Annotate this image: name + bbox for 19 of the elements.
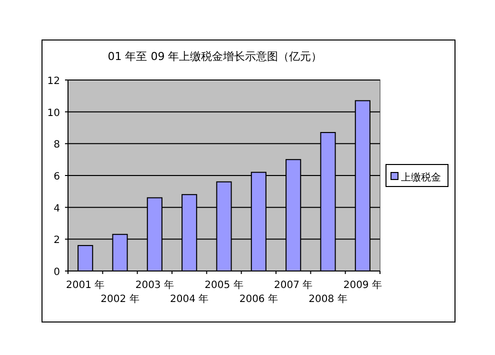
x-tick-label: 2002 年 [100,293,140,305]
x-tick-label: 2004 年 [170,293,209,305]
y-tick-label: 2 [54,235,60,246]
x-tick-label: 2005 年 [204,279,244,291]
y-tick-label: 4 [54,203,60,214]
x-tick-label: 2008 年 [308,293,348,305]
legend-label: 上缴税金 [401,172,441,184]
x-tick-label: 2001 年 [66,279,105,291]
bar [78,245,94,272]
x-tick-label: 2006 年 [239,293,278,305]
x-tick-label: 2007 年 [274,279,313,291]
y-tick-label: 10 [47,108,60,119]
y-tick-label: 0 [54,267,60,278]
y-tick-label: 6 [54,172,60,182]
y-tick-label: 12 [47,76,60,87]
x-tick-label: 2009 年 [343,279,382,291]
chart-title: 01 年至 09 年上缴税金增长示意图（亿元） [108,50,322,63]
x-tick-label: 2003 年 [135,279,174,291]
y-tick-label: 8 [54,140,60,151]
